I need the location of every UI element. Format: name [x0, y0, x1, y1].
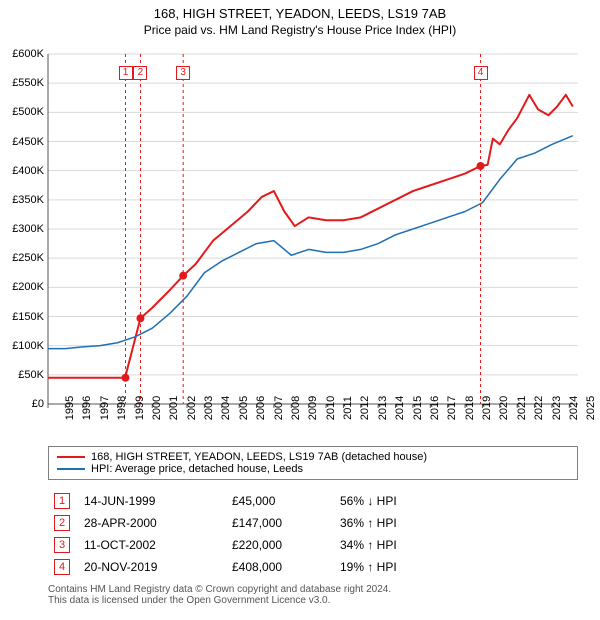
event-table-row: 4 20-NOV-2019 £408,000 19% ↑ HPI — [48, 556, 460, 578]
y-tick-label: £550K — [12, 77, 44, 89]
footnote-line-1: Contains HM Land Registry data © Crown c… — [48, 584, 391, 595]
event-marker-2: 2 — [133, 66, 147, 80]
event-table: 1 14-JUN-1999 £45,000 56% ↓ HPI 2 28-APR-2000… — [48, 490, 460, 578]
series-price_paid — [48, 95, 573, 378]
event-marker-4: 4 — [474, 66, 488, 80]
page-subtitle: Price paid vs. HM Land Registry's House … — [0, 21, 600, 37]
event-table-row: 3 11-OCT-2002 £220,000 34% ↑ HPI — [48, 534, 460, 556]
footnote-line-2: This data is licensed under the Open Gov… — [48, 595, 391, 606]
legend-item: HPI: Average price, detached house, Leed… — [57, 463, 569, 475]
event-delta: 19% ↑ HPI — [340, 560, 460, 574]
event-date: 20-NOV-2019 — [84, 560, 224, 574]
event-date: 14-JUN-1999 — [84, 494, 224, 508]
chart-svg — [48, 54, 578, 404]
y-tick-label: £200K — [12, 281, 44, 293]
event-table-row: 2 28-APR-2000 £147,000 36% ↑ HPI — [48, 512, 460, 534]
y-tick-label: £600K — [12, 48, 44, 60]
y-tick-label: £500K — [12, 106, 44, 118]
event-delta: 56% ↓ HPI — [340, 494, 460, 508]
event-number-box: 3 — [54, 537, 70, 553]
event-marker-1: 1 — [119, 66, 133, 80]
event-dot-3 — [179, 272, 187, 280]
event-date: 11-OCT-2002 — [84, 538, 224, 552]
y-tick-label: £250K — [12, 252, 44, 264]
event-price: £220,000 — [232, 538, 332, 552]
y-tick-label: £100K — [12, 340, 44, 352]
event-table-row: 1 14-JUN-1999 £45,000 56% ↓ HPI — [48, 490, 460, 512]
event-delta: 36% ↑ HPI — [340, 516, 460, 530]
y-tick-label: £50K — [18, 369, 44, 381]
legend: 168, HIGH STREET, YEADON, LEEDS, LS19 7A… — [48, 446, 578, 480]
page-title: 168, HIGH STREET, YEADON, LEEDS, LS19 7A… — [0, 0, 600, 21]
event-price: £408,000 — [232, 560, 332, 574]
y-tick-label: £400K — [12, 165, 44, 177]
y-tick-label: £0 — [32, 398, 44, 410]
event-number-box: 4 — [54, 559, 70, 575]
event-delta: 34% ↑ HPI — [340, 538, 460, 552]
event-marker-3: 3 — [176, 66, 190, 80]
y-tick-label: £450K — [12, 136, 44, 148]
x-tick-label: 2025 — [569, 396, 597, 420]
footnote: Contains HM Land Registry data © Crown c… — [48, 584, 391, 606]
y-tick-label: £300K — [12, 223, 44, 235]
y-tick-label: £350K — [12, 194, 44, 206]
event-price: £45,000 — [232, 494, 332, 508]
event-price: £147,000 — [232, 516, 332, 530]
event-dot-4 — [477, 162, 485, 170]
event-dot-1 — [122, 374, 130, 382]
legend-label: HPI: Average price, detached house, Leed… — [91, 463, 303, 475]
event-dot-2 — [136, 314, 144, 322]
event-number-box: 2 — [54, 515, 70, 531]
legend-label: 168, HIGH STREET, YEADON, LEEDS, LS19 7A… — [91, 451, 427, 463]
legend-item: 168, HIGH STREET, YEADON, LEEDS, LS19 7A… — [57, 451, 569, 463]
legend-swatch — [57, 468, 85, 470]
y-tick-label: £150K — [12, 311, 44, 323]
event-number-box: 1 — [54, 493, 70, 509]
event-date: 28-APR-2000 — [84, 516, 224, 530]
legend-swatch — [57, 456, 85, 458]
price-chart: £0£50K£100K£150K£200K£250K£300K£350K£400… — [48, 54, 578, 404]
